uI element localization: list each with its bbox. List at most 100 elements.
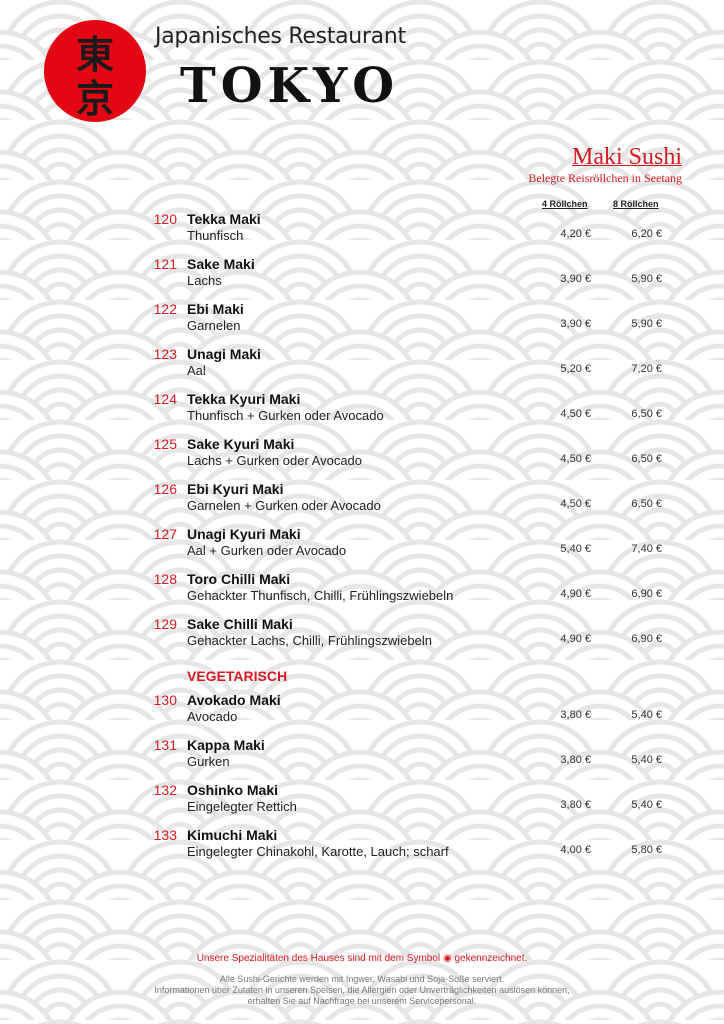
item-number: 121 bbox=[153, 256, 177, 272]
item-number: 124 bbox=[153, 391, 177, 407]
menu-item: 132 Oshinko Maki Eingelegter Rettich 3,80 €… bbox=[0, 782, 724, 822]
specialty-note: Unsere Spezialitäten des Hauses sind mit… bbox=[0, 953, 724, 964]
specialty-note-end: gekennzeichnet. bbox=[454, 953, 528, 964]
price-8-pieces: 5,40 € bbox=[631, 799, 662, 811]
price-8-pieces: 6,50 € bbox=[631, 498, 662, 510]
item-number: 131 bbox=[153, 737, 177, 753]
item-name: Toro Chilli Maki bbox=[187, 571, 291, 587]
item-description: Garnelen + Gurken oder Avocado bbox=[187, 498, 381, 513]
item-number: 122 bbox=[153, 301, 177, 317]
menu-item: 130 Avokado Maki Avocado 3,80 € 5,40 € bbox=[0, 692, 724, 732]
item-description: Gehackter Thunfisch, Chilli, Frühlingszw… bbox=[187, 588, 454, 603]
section-title: Maki Sushi bbox=[571, 144, 682, 170]
specialty-symbol-icon: ◉ bbox=[442, 953, 452, 964]
menu-item: 131 Kappa Maki Gurken 3,80 € 5,40 € bbox=[0, 737, 724, 777]
restaurant-subtitle: Japanisches Restaurant bbox=[155, 24, 406, 49]
item-description: Eingelegter Rettich bbox=[187, 799, 297, 814]
logo-kanji-2: 京 bbox=[75, 76, 114, 121]
item-number: 120 bbox=[153, 211, 177, 227]
item-name: Sake Maki bbox=[187, 256, 255, 272]
item-name: Ebi Kyuri Maki bbox=[187, 481, 284, 497]
item-name: Kappa Maki bbox=[187, 737, 265, 753]
item-name: Tekka Maki bbox=[187, 211, 261, 227]
item-number: 125 bbox=[153, 436, 177, 452]
price-8-pieces: 5,80 € bbox=[631, 844, 662, 856]
item-name: Tekka Kyuri Maki bbox=[187, 391, 301, 407]
item-number: 132 bbox=[153, 782, 177, 798]
price-8-pieces: 6,50 € bbox=[631, 453, 662, 465]
price-8-pieces: 5,40 € bbox=[631, 754, 662, 766]
price-8-pieces: 6,90 € bbox=[631, 633, 662, 645]
menu-item: 128 Toro Chilli Maki Gehackter Thunfisch, … bbox=[0, 571, 724, 611]
item-name: Unagi Kyuri Maki bbox=[187, 526, 301, 542]
item-number: 126 bbox=[153, 481, 177, 497]
vegetarian-heading: VEGETARISCH bbox=[187, 668, 288, 684]
menu-item: 125 Sake Kyuri Maki Lachs + Gurken oder Av… bbox=[0, 436, 724, 476]
price-4-pieces: 5,40 € bbox=[560, 543, 591, 555]
menu-item: 127 Unagi Kyuri Maki Aal + Gurken oder Avo… bbox=[0, 526, 724, 566]
item-name: Unagi Maki bbox=[187, 346, 261, 362]
price-8-pieces: 5,90 € bbox=[631, 273, 662, 285]
price-4-pieces: 4,90 € bbox=[560, 588, 591, 600]
price-4-pieces: 3,90 € bbox=[560, 318, 591, 330]
item-description: Lachs + Gurken oder Avocado bbox=[187, 453, 363, 468]
item-description: Gurken bbox=[187, 754, 230, 769]
menu-item: 126 Ebi Kyuri Maki Garnelen + Gurken oder … bbox=[0, 481, 724, 521]
price-4-pieces: 4,50 € bbox=[560, 453, 591, 465]
menu-item: 133 Kimuchi Maki Eingelegter Chinakohl, Ka… bbox=[0, 827, 724, 867]
menu-item: 121 Sake Maki Lachs 3,90 € 5,90 € bbox=[0, 256, 724, 296]
price-4-pieces: 4,90 € bbox=[560, 633, 591, 645]
item-number: 130 bbox=[153, 692, 177, 708]
specialty-note-text: Unsere Spezialitäten des Hauses sind mit… bbox=[196, 953, 441, 964]
menu-item: 124 Tekka Kyuri Maki Thunfisch + Gurken od… bbox=[0, 391, 724, 431]
item-name: Oshinko Maki bbox=[187, 782, 279, 798]
price-4-pieces: 3,80 € bbox=[560, 754, 591, 766]
price-4-pieces: 4,00 € bbox=[560, 844, 591, 856]
menu-item: 122 Ebi Maki Garnelen 3,90 € 5,90 € bbox=[0, 301, 724, 341]
item-description: Thunfisch + Gurken oder Avocado bbox=[187, 408, 384, 423]
menu-item: 123 Unagi Maki Aal 5,20 € 7,20 € bbox=[0, 346, 724, 386]
item-description: Garnelen bbox=[187, 318, 241, 333]
price-8-pieces: 6,50 € bbox=[631, 408, 662, 420]
price-4-pieces: 4,50 € bbox=[560, 498, 591, 510]
footer-line-1: Alle Sushi-Gerichte werden mit Ingwer, W… bbox=[219, 974, 505, 984]
price-4-pieces: 4,50 € bbox=[560, 408, 591, 420]
price-8-pieces: 5,40 € bbox=[631, 709, 662, 721]
item-number: 133 bbox=[153, 827, 177, 843]
price-8-pieces: 7,20 € bbox=[631, 363, 662, 375]
item-name: Kimuchi Maki bbox=[187, 827, 278, 843]
price-8-pieces: 6,90 € bbox=[631, 588, 662, 600]
item-description: Thunfisch bbox=[187, 228, 244, 243]
logo-kanji-1: 東 bbox=[75, 32, 114, 77]
price-8-pieces: 6,20 € bbox=[631, 228, 662, 240]
price-4-pieces: 4,20 € bbox=[560, 228, 591, 240]
item-name: Avokado Maki bbox=[187, 692, 281, 708]
item-number: 123 bbox=[153, 346, 177, 362]
restaurant-brand: TOKYO bbox=[180, 58, 400, 114]
column-header-4: 4 Röllchen bbox=[542, 199, 588, 209]
price-8-pieces: 5,90 € bbox=[631, 318, 662, 330]
item-description: Lachs bbox=[187, 273, 222, 288]
item-description: Eingelegter Chinakohl, Karotte, Lauch; s… bbox=[187, 844, 449, 859]
item-name: Sake Chilli Maki bbox=[187, 616, 293, 632]
menu-item: 120 Tekka Maki Thunfisch 4,20 € 6,20 € bbox=[0, 211, 724, 251]
column-header-8: 8 Röllchen bbox=[613, 199, 659, 209]
item-description: Avocado bbox=[187, 709, 238, 724]
price-4-pieces: 3,80 € bbox=[560, 709, 591, 721]
item-description: Gehackter Lachs, Chilli, Frühlingszwiebe… bbox=[187, 633, 432, 648]
price-4-pieces: 3,90 € bbox=[560, 273, 591, 285]
footer-line-3: erhalten Sie auf Nachfrage bei unserem S… bbox=[247, 996, 477, 1006]
item-description: Aal + Gurken oder Avocado bbox=[187, 543, 347, 558]
item-number: 127 bbox=[153, 526, 177, 542]
menu-item: 129 Sake Chilli Maki Gehackter Lachs, Chil… bbox=[0, 616, 724, 656]
item-number: 128 bbox=[153, 571, 177, 587]
price-4-pieces: 3,80 € bbox=[560, 799, 591, 811]
price-4-pieces: 5,20 € bbox=[560, 363, 591, 375]
item-description: Aal bbox=[187, 363, 206, 378]
item-name: Sake Kyuri Maki bbox=[187, 436, 295, 452]
item-name: Ebi Maki bbox=[187, 301, 244, 317]
item-number: 129 bbox=[153, 616, 177, 632]
section-subtitle: Belegte Reisröllchen in Seetang bbox=[528, 171, 682, 185]
footer-line-2: Informationen über Zutaten in unseren Sp… bbox=[154, 985, 570, 995]
